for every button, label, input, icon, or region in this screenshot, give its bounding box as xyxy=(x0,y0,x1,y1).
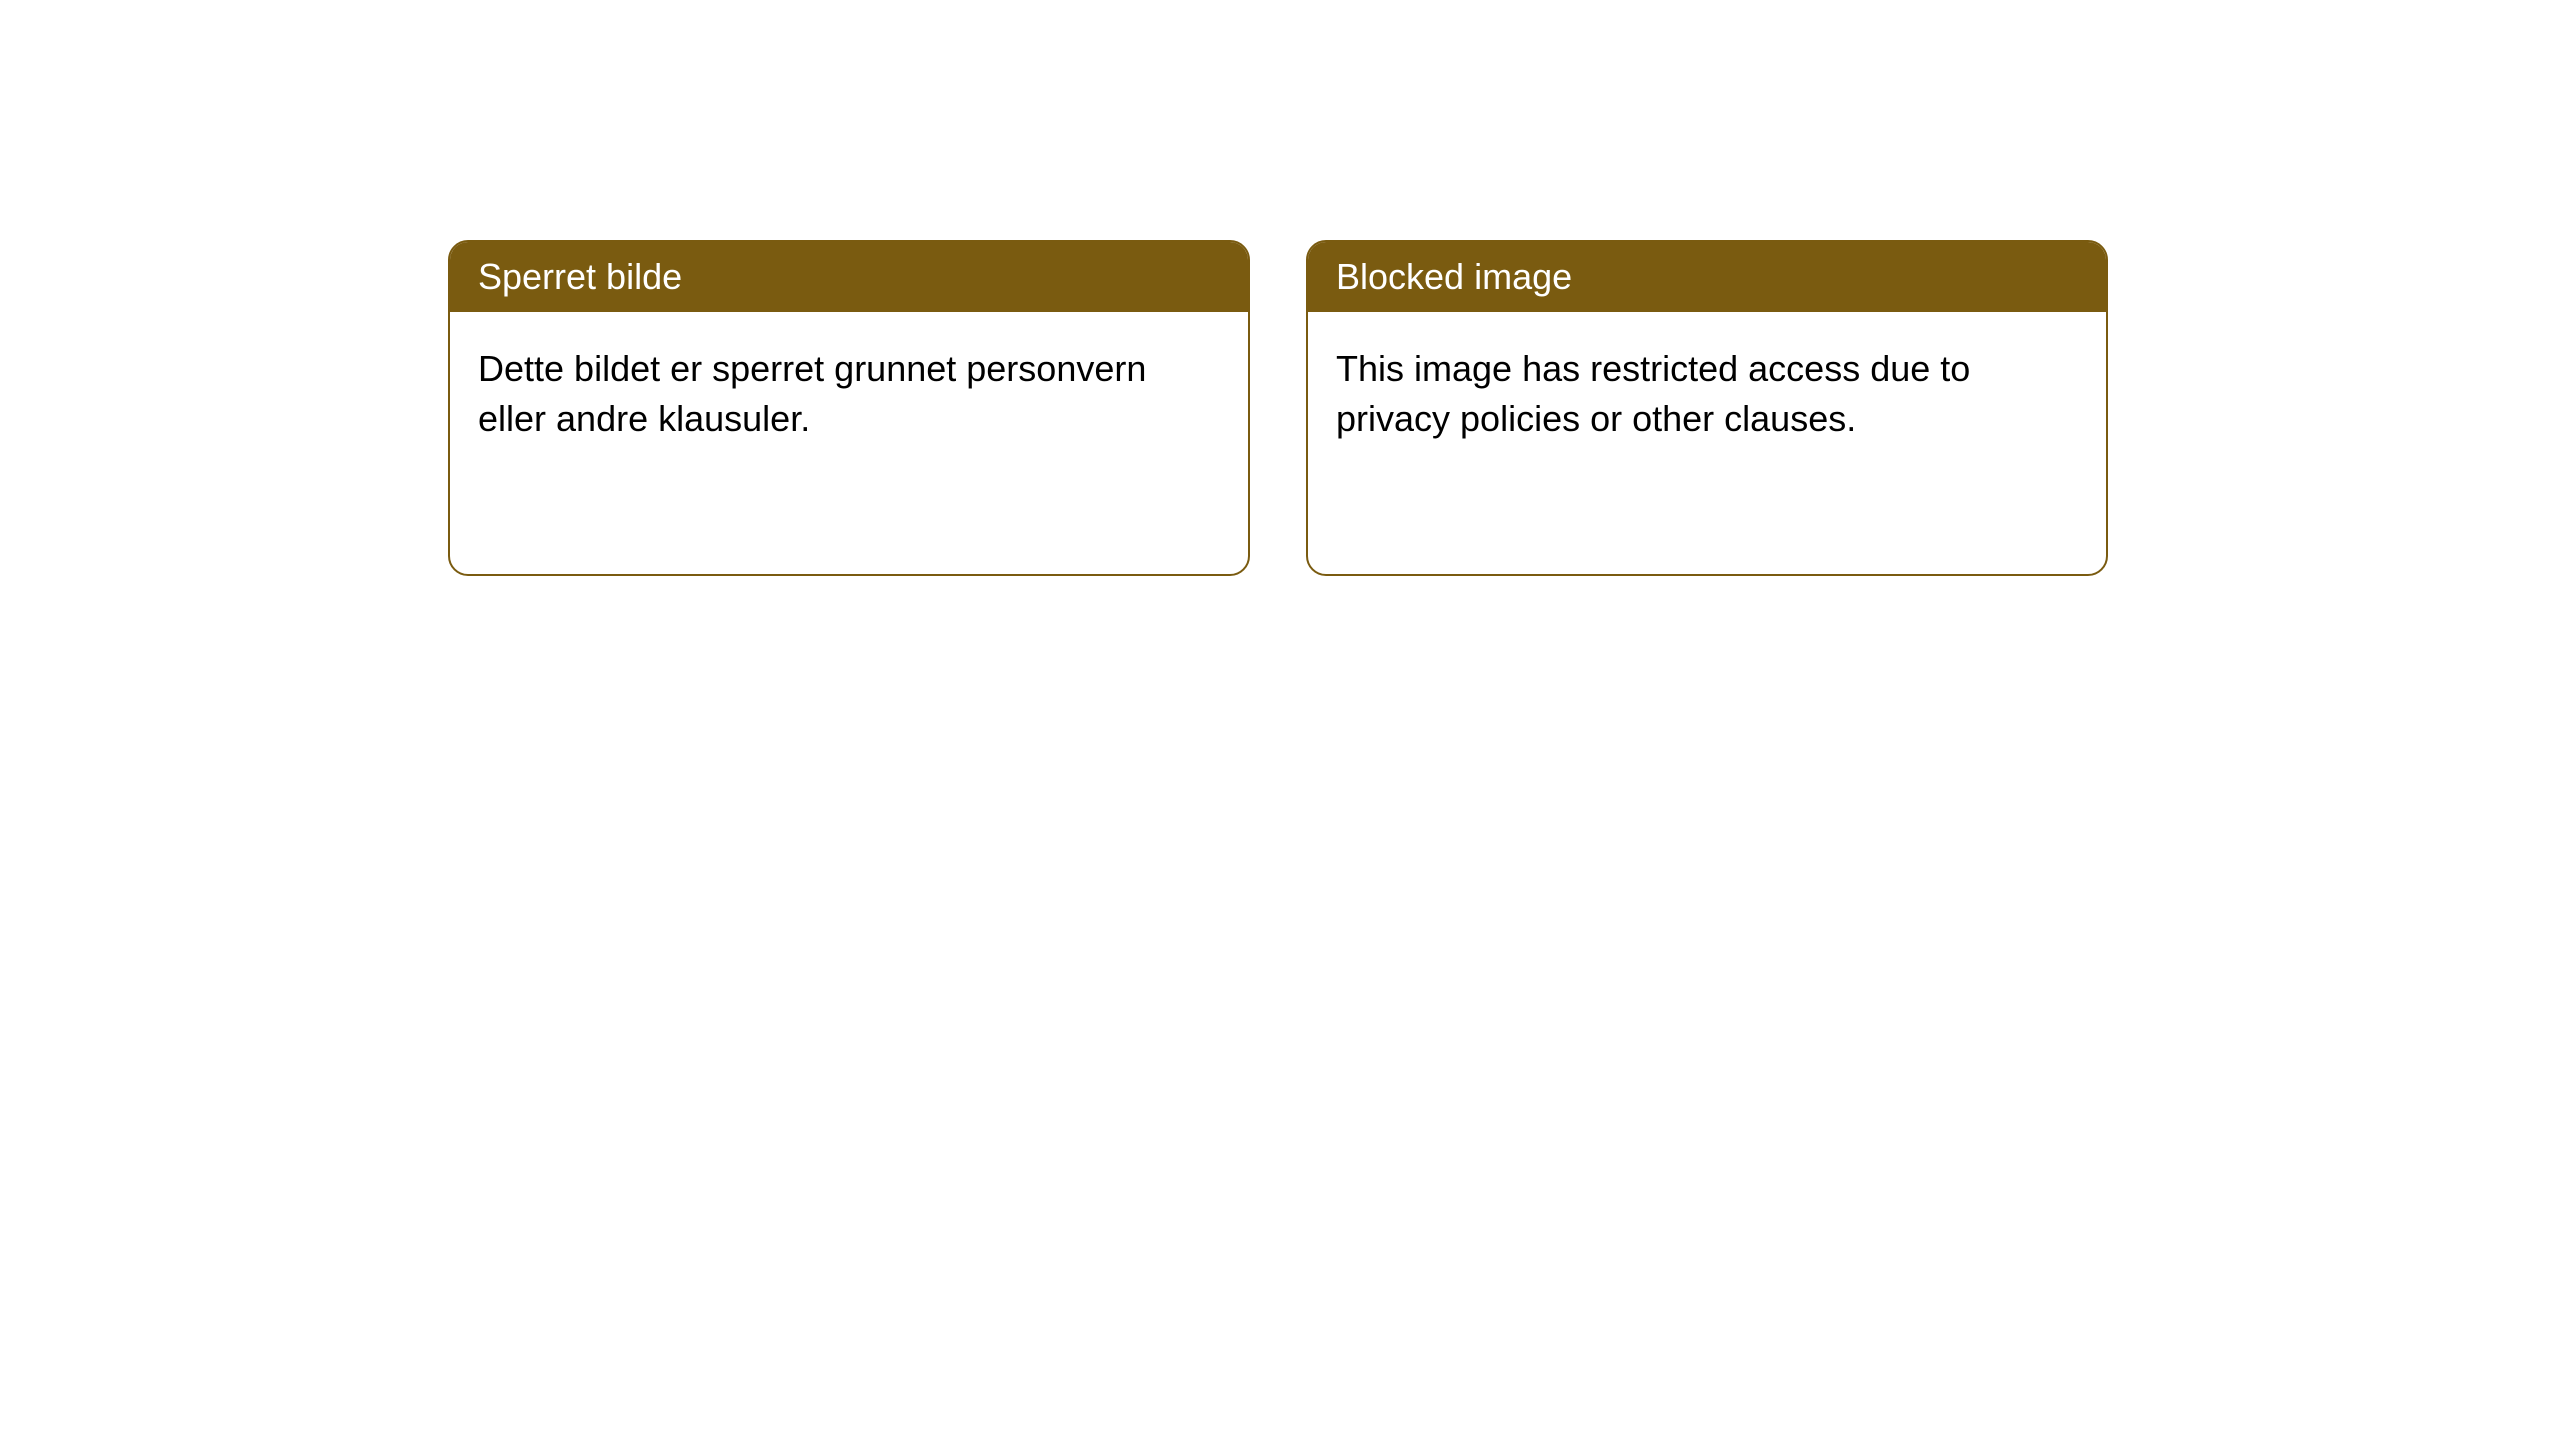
notice-container: Sperret bilde Dette bildet er sperret gr… xyxy=(0,0,2560,576)
notice-card-norwegian: Sperret bilde Dette bildet er sperret gr… xyxy=(448,240,1250,576)
notice-title: Sperret bilde xyxy=(478,256,682,297)
notice-header: Blocked image xyxy=(1308,242,2106,312)
notice-body: Dette bildet er sperret grunnet personve… xyxy=(450,312,1248,477)
notice-message: This image has restricted access due to … xyxy=(1336,348,1970,439)
notice-header: Sperret bilde xyxy=(450,242,1248,312)
notice-card-english: Blocked image This image has restricted … xyxy=(1306,240,2108,576)
notice-body: This image has restricted access due to … xyxy=(1308,312,2106,477)
notice-message: Dette bildet er sperret grunnet personve… xyxy=(478,348,1146,439)
notice-title: Blocked image xyxy=(1336,256,1572,297)
